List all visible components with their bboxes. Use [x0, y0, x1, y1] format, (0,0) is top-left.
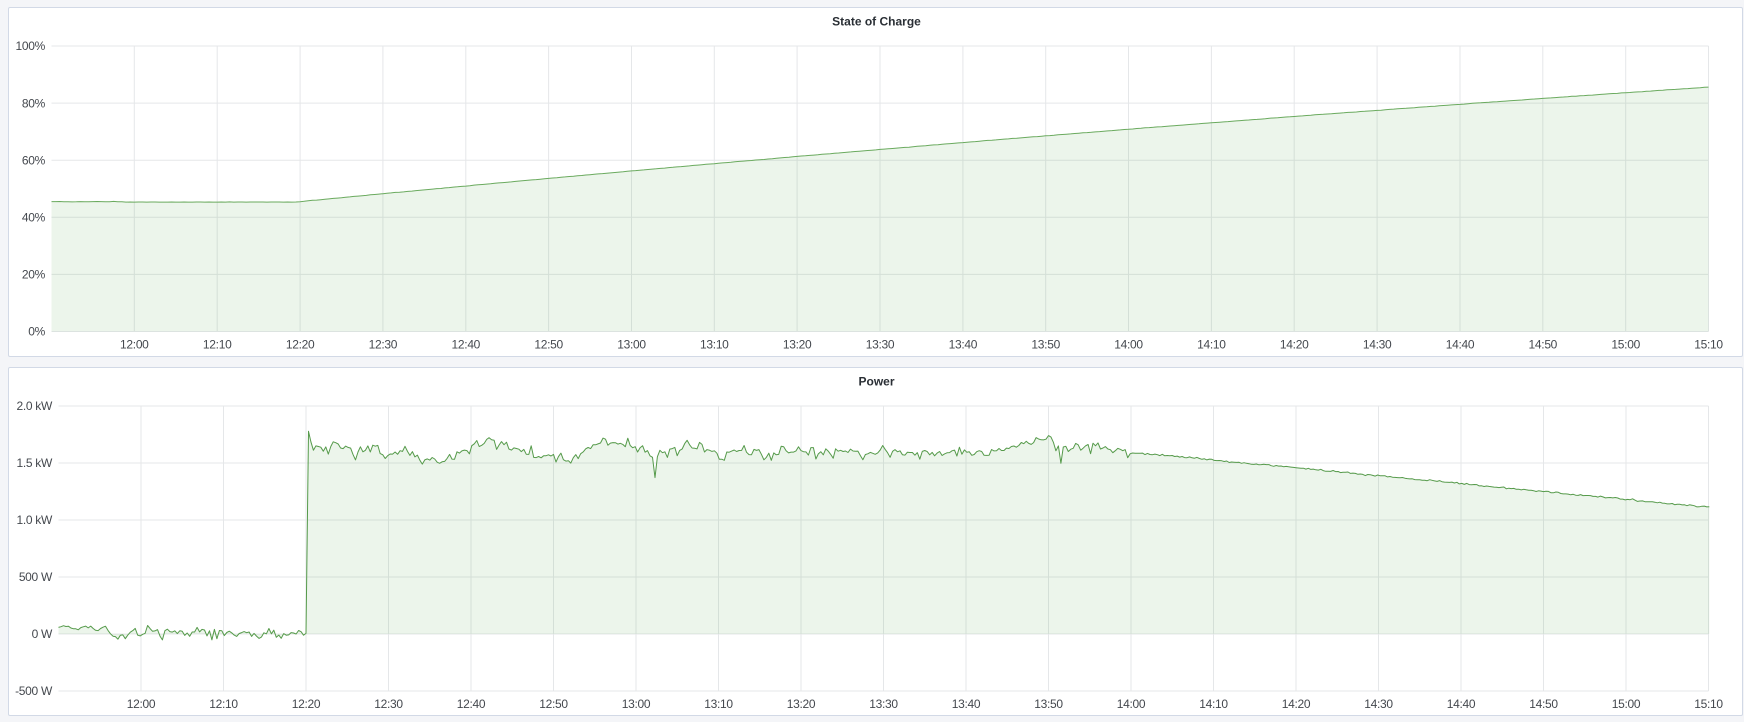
svg-text:80%: 80% [22, 96, 46, 110]
svg-text:1.0 kW: 1.0 kW [16, 513, 53, 527]
svg-text:State of Charge: State of Charge [832, 15, 921, 29]
svg-text:1.5 kW: 1.5 kW [16, 456, 53, 470]
svg-text:14:10: 14:10 [1197, 338, 1226, 352]
svg-text:14:50: 14:50 [1529, 697, 1558, 711]
svg-text:12:30: 12:30 [369, 338, 398, 352]
svg-text:12:10: 12:10 [209, 697, 238, 711]
svg-text:60%: 60% [22, 153, 46, 167]
svg-text:40%: 40% [22, 211, 46, 225]
svg-text:13:50: 13:50 [1031, 338, 1060, 352]
svg-text:13:40: 13:40 [952, 697, 981, 711]
svg-text:12:00: 12:00 [120, 338, 149, 352]
svg-text:12:40: 12:40 [457, 697, 486, 711]
svg-text:14:00: 14:00 [1117, 697, 1146, 711]
svg-text:15:10: 15:10 [1694, 338, 1723, 352]
svg-text:15:00: 15:00 [1612, 697, 1641, 711]
svg-text:15:10: 15:10 [1694, 697, 1723, 711]
svg-text:13:10: 13:10 [700, 338, 729, 352]
svg-text:13:10: 13:10 [704, 697, 733, 711]
svg-text:13:40: 13:40 [949, 338, 978, 352]
svg-text:14:50: 14:50 [1529, 338, 1558, 352]
svg-text:12:10: 12:10 [203, 338, 232, 352]
svg-text:13:00: 13:00 [617, 338, 646, 352]
svg-text:Power: Power [858, 375, 894, 389]
svg-text:14:40: 14:40 [1447, 697, 1476, 711]
svg-text:100%: 100% [16, 39, 46, 53]
svg-text:14:40: 14:40 [1446, 338, 1475, 352]
svg-text:2.0 kW: 2.0 kW [16, 399, 53, 413]
svg-text:12:40: 12:40 [452, 338, 481, 352]
svg-text:13:30: 13:30 [869, 697, 898, 711]
svg-text:14:30: 14:30 [1363, 338, 1392, 352]
svg-text:20%: 20% [22, 268, 46, 282]
svg-text:12:00: 12:00 [127, 697, 156, 711]
svg-text:14:20: 14:20 [1282, 697, 1311, 711]
svg-text:15:00: 15:00 [1611, 338, 1640, 352]
svg-text:13:20: 13:20 [783, 338, 812, 352]
svg-text:14:00: 14:00 [1114, 338, 1143, 352]
svg-text:12:20: 12:20 [292, 697, 321, 711]
svg-text:14:20: 14:20 [1280, 338, 1309, 352]
svg-text:13:00: 13:00 [622, 697, 651, 711]
svg-text:12:50: 12:50 [534, 338, 563, 352]
svg-text:14:10: 14:10 [1199, 697, 1228, 711]
svg-text:12:30: 12:30 [374, 697, 403, 711]
svg-text:-500 W: -500 W [15, 684, 53, 698]
svg-text:13:30: 13:30 [866, 338, 895, 352]
svg-text:13:50: 13:50 [1034, 697, 1063, 711]
svg-text:13:20: 13:20 [787, 697, 816, 711]
svg-text:12:20: 12:20 [286, 338, 315, 352]
svg-text:14:30: 14:30 [1364, 697, 1393, 711]
svg-text:0 W: 0 W [32, 627, 53, 641]
svg-text:12:50: 12:50 [539, 697, 568, 711]
svg-text:500 W: 500 W [19, 570, 53, 584]
svg-text:0%: 0% [28, 325, 45, 339]
